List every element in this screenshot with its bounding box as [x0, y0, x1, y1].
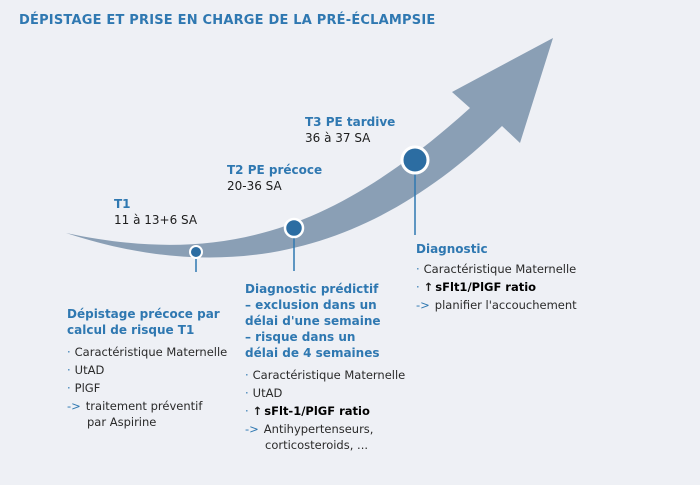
bullet-icon: ·	[67, 381, 71, 395]
list-item: -> Antihypertenseurs,	[245, 421, 385, 437]
list-item: · Caractéristique Maternelle	[67, 344, 237, 360]
arrow-right-icon: ->	[245, 422, 259, 436]
list-item-text: PlGF	[74, 381, 101, 395]
stage-t2-label: T2 PE précoce	[227, 163, 323, 177]
bullet-icon: ·	[245, 386, 249, 400]
arrow-up-icon: ↑	[252, 404, 263, 418]
list-item: · Caractéristique Maternelle	[416, 261, 616, 277]
list-item-text: Caractéristique Maternelle	[74, 345, 228, 359]
milestone-dot-t3	[400, 145, 430, 175]
predictive-block: Diagnostic prédictif – exclusion dans un…	[245, 281, 405, 455]
stage-t2-range: 20-36 SA	[227, 179, 282, 193]
bullet-icon: ·	[245, 368, 249, 382]
screening-block: Dépistage précoce par calcul de risque T…	[67, 306, 237, 432]
diagnostic-list: · Caractéristique Maternelle · ↑ sFlt1/PlGF…	[416, 261, 616, 313]
predictive-list: · Caractéristique Maternelle · UtAD · ↑ sFlt…	[245, 367, 405, 453]
list-item-text: traitement préventif	[85, 399, 203, 413]
list-item-continuation: par Aspirine	[67, 414, 237, 430]
list-item-text: par Aspirine	[87, 415, 157, 429]
bullet-icon: ·	[416, 280, 420, 294]
page-title: DÉPISTAGE ET PRISE EN CHARGE DE LA PRÉ-É…	[19, 13, 436, 28]
list-item: -> traitement préventif	[67, 398, 237, 414]
bullet-icon: ·	[67, 363, 71, 377]
list-item-text: corticosteroids, ...	[265, 438, 369, 452]
list-item-text: planifier l'accouchement	[434, 298, 577, 312]
screening-heading: Dépistage précoce par calcul de risque T…	[67, 307, 220, 337]
bullet-icon: ·	[416, 262, 420, 276]
diagnostic-heading: Diagnostic	[416, 242, 488, 256]
list-item: · ↑ sFlt-1/PlGF ratio	[245, 403, 385, 419]
milestone-dot-t1	[189, 245, 203, 259]
arrow-right-icon: ->	[416, 298, 430, 312]
list-item-text: Caractéristique Maternelle	[252, 368, 406, 382]
stage-t3-range: 36 à 37 SA	[305, 131, 371, 145]
stage-t1: T1 11 à 13+6 SA	[114, 197, 197, 227]
list-item: · UtAD	[67, 362, 237, 378]
list-item-text: UtAD	[74, 363, 105, 377]
bullet-icon: ·	[67, 345, 71, 359]
stage-t3-label: T3 PE tardive	[305, 115, 396, 129]
list-item-text: UtAD	[252, 386, 283, 400]
list-item-text: sFlt1/PlGF ratio	[435, 280, 537, 294]
list-item-text: sFlt-1/PlGF ratio	[264, 404, 370, 418]
milestone-dot-t2	[283, 217, 305, 239]
list-item: · ↑ sFlt1/PlGF ratio	[416, 279, 616, 295]
arrow-up-icon: ↑	[423, 280, 434, 294]
screening-list: · Caractéristique Maternelle · UtAD · PlGF …	[67, 344, 237, 430]
list-item: -> planifier l'accouchement	[416, 297, 616, 313]
list-item: · UtAD	[245, 385, 385, 401]
bullet-icon: ·	[245, 404, 249, 418]
list-item-continuation: corticosteroids, ...	[245, 437, 385, 453]
predictive-heading: Diagnostic prédictif – exclusion dans un…	[245, 282, 381, 360]
curved-arrow-shape	[66, 38, 553, 258]
list-item: · PlGF	[67, 380, 237, 396]
list-item-text: Antihypertenseurs,	[263, 422, 374, 436]
arrow-right-icon: ->	[67, 399, 81, 413]
list-item-text: Caractéristique Maternelle	[423, 262, 577, 276]
stage-t1-range: 11 à 13+6 SA	[114, 213, 198, 227]
stage-t2: T2 PE précoce 20-36 SA	[227, 163, 322, 193]
stage-t3: T3 PE tardive 36 à 37 SA	[305, 115, 395, 145]
diagnostic-block: Diagnostic · Caractéristique Maternelle ·…	[416, 241, 616, 315]
stage-t1-label: T1	[114, 197, 131, 211]
list-item: · Caractéristique Maternelle	[245, 367, 405, 383]
